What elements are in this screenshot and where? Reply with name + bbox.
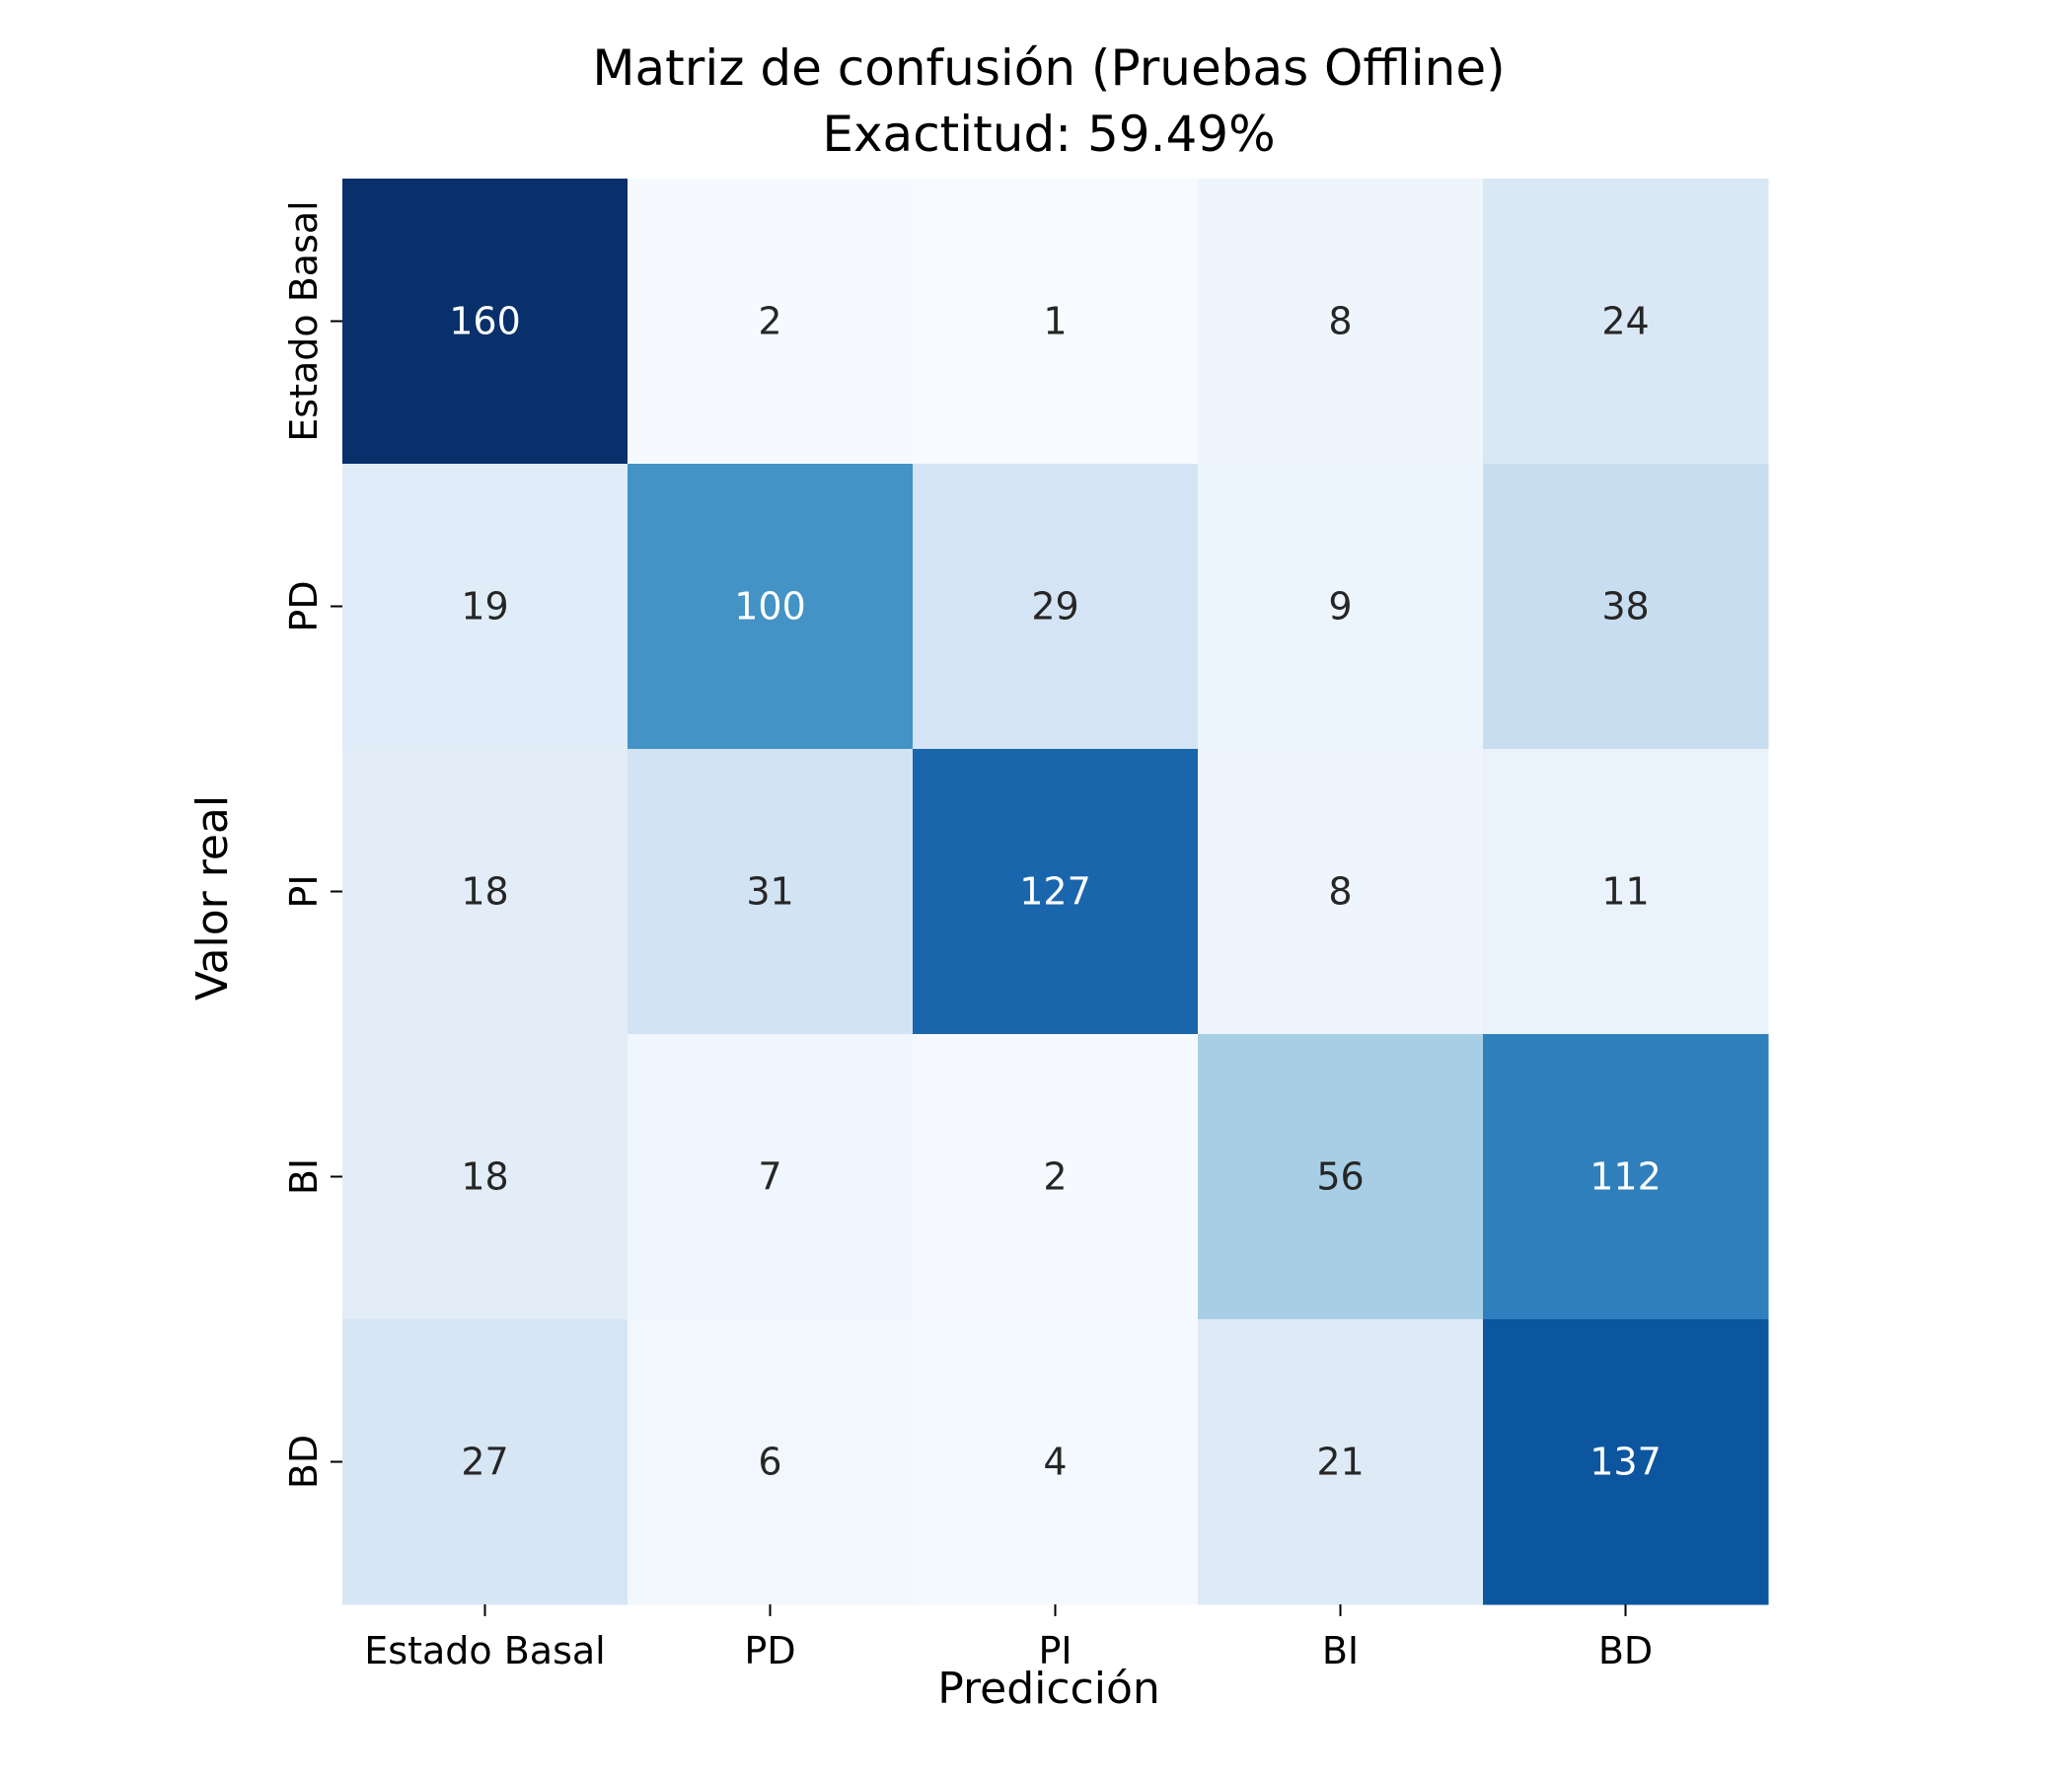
axis-ticks: Estado Basal PD PI BI BD Estado Basal PD PI BI BD xyxy=(282,200,1653,1672)
cell-value: 38 xyxy=(1601,585,1649,629)
x-tick-label: PI xyxy=(1038,1629,1072,1672)
y-tick-label: PD xyxy=(282,580,326,631)
heatmap-cell xyxy=(628,1319,914,1605)
heatmap-cells xyxy=(342,179,1769,1605)
x-tick-label: BD xyxy=(1598,1629,1653,1672)
heatmap-cell xyxy=(342,179,629,465)
heatmap-cell xyxy=(1483,1034,1769,1320)
heatmap-cell xyxy=(913,1034,1199,1320)
heatmap-cell xyxy=(1198,1319,1484,1605)
heatmap-cell xyxy=(342,1034,629,1320)
cell-value: 6 xyxy=(758,1441,781,1484)
heatmap-cell xyxy=(913,464,1199,750)
heatmap-cell xyxy=(628,464,914,750)
heatmap-cell xyxy=(1198,179,1484,465)
chart-title: Matriz de confusión (Pruebas Offline) xyxy=(592,39,1505,97)
x-tick-label: PD xyxy=(744,1629,795,1672)
y-tick-label: BI xyxy=(282,1158,326,1195)
heatmap-cell xyxy=(342,749,629,1035)
y-axis-label: Valor real xyxy=(187,795,238,1001)
heatmap-cell xyxy=(913,749,1199,1035)
y-tick-label: BD xyxy=(282,1435,326,1489)
cell-value: 18 xyxy=(461,870,508,914)
cell-value: 8 xyxy=(1328,870,1352,914)
heatmap-cell xyxy=(1483,749,1769,1035)
cell-value: 27 xyxy=(461,1441,508,1484)
x-tick-label: BI xyxy=(1322,1629,1359,1672)
cell-value: 56 xyxy=(1316,1155,1364,1199)
heatmap-cell xyxy=(1483,1319,1769,1605)
cell-value: 7 xyxy=(758,1155,781,1199)
cell-value: 18 xyxy=(461,1155,508,1199)
cell-value: 29 xyxy=(1031,585,1078,629)
cell-value: 21 xyxy=(1316,1441,1364,1484)
cell-value: 2 xyxy=(1043,1155,1067,1199)
cell-value: 19 xyxy=(461,585,508,629)
cell-value: 9 xyxy=(1328,585,1352,629)
chart-subtitle: Exactitud: 59.49% xyxy=(822,106,1275,163)
heatmap-cell xyxy=(913,1319,1199,1605)
heatmap-cell xyxy=(342,1319,629,1605)
cell-value: 137 xyxy=(1590,1441,1662,1484)
cell-value: 24 xyxy=(1601,300,1649,343)
heatmap-cell xyxy=(628,749,914,1035)
cell-value: 11 xyxy=(1601,870,1649,914)
cell-value: 112 xyxy=(1590,1155,1662,1199)
heatmap-cell xyxy=(1198,464,1484,750)
heatmap-cell xyxy=(1198,1034,1484,1320)
heatmap-cell xyxy=(628,1034,914,1320)
cell-value: 100 xyxy=(734,585,806,629)
y-tick-label: Estado Basal xyxy=(282,200,326,441)
cell-value: 127 xyxy=(1019,870,1091,914)
cell-value: 4 xyxy=(1043,1441,1067,1484)
cell-value: 8 xyxy=(1328,300,1352,343)
heatmap-cell xyxy=(913,179,1199,465)
cell-value: 160 xyxy=(449,300,521,343)
cell-value: 1 xyxy=(1043,300,1067,343)
y-tick-label: PI xyxy=(282,874,326,908)
heatmap-cell xyxy=(1198,749,1484,1035)
cell-value: 2 xyxy=(758,300,781,343)
heatmap-cell xyxy=(628,179,914,465)
heatmap-cell xyxy=(1483,179,1769,465)
x-tick-label: Estado Basal xyxy=(364,1629,605,1672)
heatmap-cell xyxy=(342,464,629,750)
heatmap-cell xyxy=(1483,464,1769,750)
x-axis-label: Predicción xyxy=(937,1664,1160,1714)
cell-value: 31 xyxy=(746,870,793,914)
